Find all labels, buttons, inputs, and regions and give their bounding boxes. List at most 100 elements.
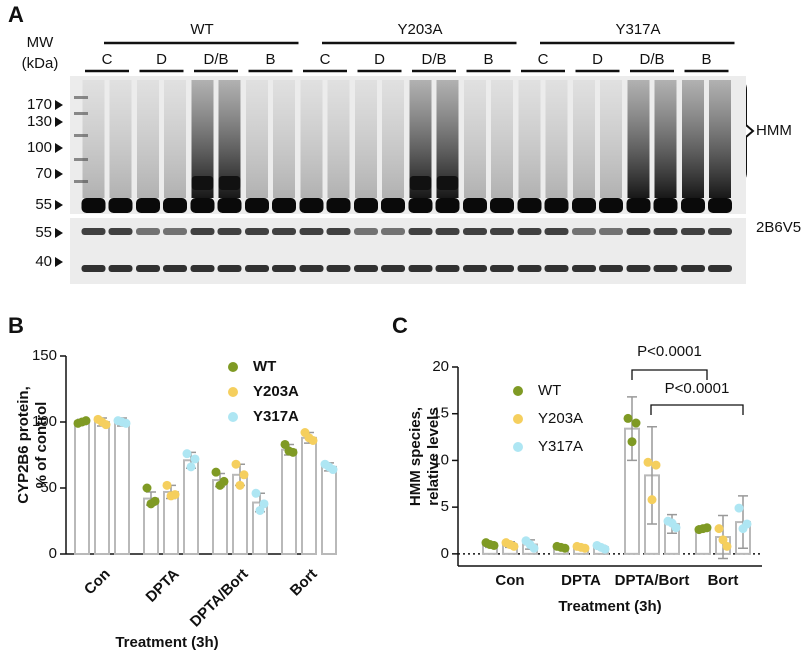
- y-axis-label-line: relative levels: [425, 407, 442, 505]
- lane-label: C: [102, 51, 113, 68]
- band-lower-40: [572, 265, 596, 272]
- data-point: [251, 488, 261, 498]
- data-point: [485, 540, 495, 550]
- panel-label: A: [8, 2, 24, 27]
- data-point: [190, 454, 200, 464]
- band-lower-40: [408, 265, 433, 272]
- lane-smear: [436, 80, 459, 198]
- lane-label: D: [592, 51, 603, 68]
- x-tick-label: DPTA: [143, 566, 183, 606]
- marker-arrow: [55, 143, 63, 153]
- y-axis-label-line: HMM species,: [407, 407, 424, 506]
- data-point: [651, 460, 661, 470]
- data-point: [235, 480, 245, 490]
- band-lower-40: [354, 265, 378, 272]
- band-55: [708, 198, 732, 213]
- hmm-label: HMM: [756, 122, 792, 139]
- mw-marker: 40: [35, 253, 52, 270]
- data-point: [734, 503, 744, 513]
- lane-label: D/B: [203, 51, 228, 68]
- panel-label: C: [392, 313, 408, 338]
- marker-arrow: [55, 257, 63, 267]
- lane-label: C: [538, 51, 549, 68]
- hmm-band: [191, 176, 214, 190]
- data-point: [627, 437, 637, 447]
- band-lower-40: [272, 265, 296, 272]
- legend-label: Y203A: [253, 383, 299, 400]
- band-lower-40: [299, 265, 324, 272]
- data-point: [146, 499, 156, 509]
- marker-arrow: [55, 100, 63, 110]
- data-point: [596, 542, 606, 552]
- band-55: [681, 198, 705, 213]
- bar: [321, 465, 337, 556]
- y-tick-label: 150: [32, 347, 57, 364]
- band-55: [163, 198, 187, 213]
- marker-arrow: [55, 228, 63, 238]
- x-tick-label: Con: [81, 566, 114, 599]
- band-55: [544, 198, 569, 213]
- band-55: [599, 198, 623, 213]
- lane-label: B: [483, 51, 493, 68]
- band-lower-40: [136, 265, 160, 272]
- band-lower-40: [517, 265, 542, 272]
- legend-marker: [513, 414, 523, 424]
- lane-smear: [300, 80, 323, 198]
- data-point: [738, 524, 748, 534]
- band-lower-40: [681, 265, 705, 272]
- data-point: [215, 480, 225, 490]
- legend-marker: [513, 386, 523, 396]
- data-point: [698, 524, 708, 534]
- legend-label: WT: [253, 358, 276, 375]
- ladder-band: [74, 134, 88, 137]
- band-55: [626, 198, 651, 213]
- lane-smear: [382, 80, 404, 198]
- band-55: [217, 198, 242, 213]
- data-point: [623, 413, 633, 423]
- lane-smear: [273, 80, 295, 198]
- significance-bracket: [650, 404, 744, 415]
- data-point: [77, 417, 87, 427]
- band-lower-55: [217, 228, 242, 235]
- band-lower-55: [653, 228, 678, 235]
- data-point: [647, 495, 657, 505]
- y-axis-label: CYP2B6 protein,% of control: [15, 386, 50, 504]
- blot-lower: [70, 218, 746, 284]
- data-point: [718, 535, 728, 545]
- y-axis-label-line: % of control: [33, 402, 50, 489]
- band-lower-40: [108, 265, 133, 272]
- band-55: [326, 198, 351, 213]
- lane-smear: [355, 80, 377, 198]
- data-point: [182, 449, 192, 459]
- band-lower-40: [626, 265, 651, 272]
- data-point: [324, 462, 334, 472]
- band-lower-40: [163, 265, 187, 272]
- data-point: [714, 524, 724, 534]
- band-55: [517, 198, 542, 213]
- x-tick-label: DPTA/Bort: [187, 566, 252, 631]
- legend-marker: [228, 412, 238, 422]
- data-point: [304, 433, 314, 443]
- band-lower-40: [490, 265, 514, 272]
- data-point: [667, 518, 677, 528]
- ladder-band: [74, 96, 88, 99]
- band-55: [245, 198, 269, 213]
- bar: [74, 421, 90, 555]
- band-lower-40: [435, 265, 460, 272]
- bar: [281, 448, 297, 555]
- bar: [301, 436, 317, 555]
- band-55: [408, 198, 433, 213]
- band-55: [81, 198, 106, 213]
- data-point: [186, 462, 196, 472]
- band-lower-55: [299, 228, 324, 235]
- lane-smear: [191, 80, 214, 198]
- marker-arrow: [55, 200, 63, 210]
- y-axis-label-line: CYP2B6 protein,: [15, 386, 32, 504]
- band-lower-40: [326, 265, 351, 272]
- band-55: [108, 198, 133, 213]
- band-lower-40: [217, 265, 242, 272]
- band-lower-55: [599, 228, 623, 235]
- band-lower-55: [408, 228, 433, 235]
- group-label: Y317A: [615, 21, 660, 38]
- band-lower-55: [136, 228, 160, 235]
